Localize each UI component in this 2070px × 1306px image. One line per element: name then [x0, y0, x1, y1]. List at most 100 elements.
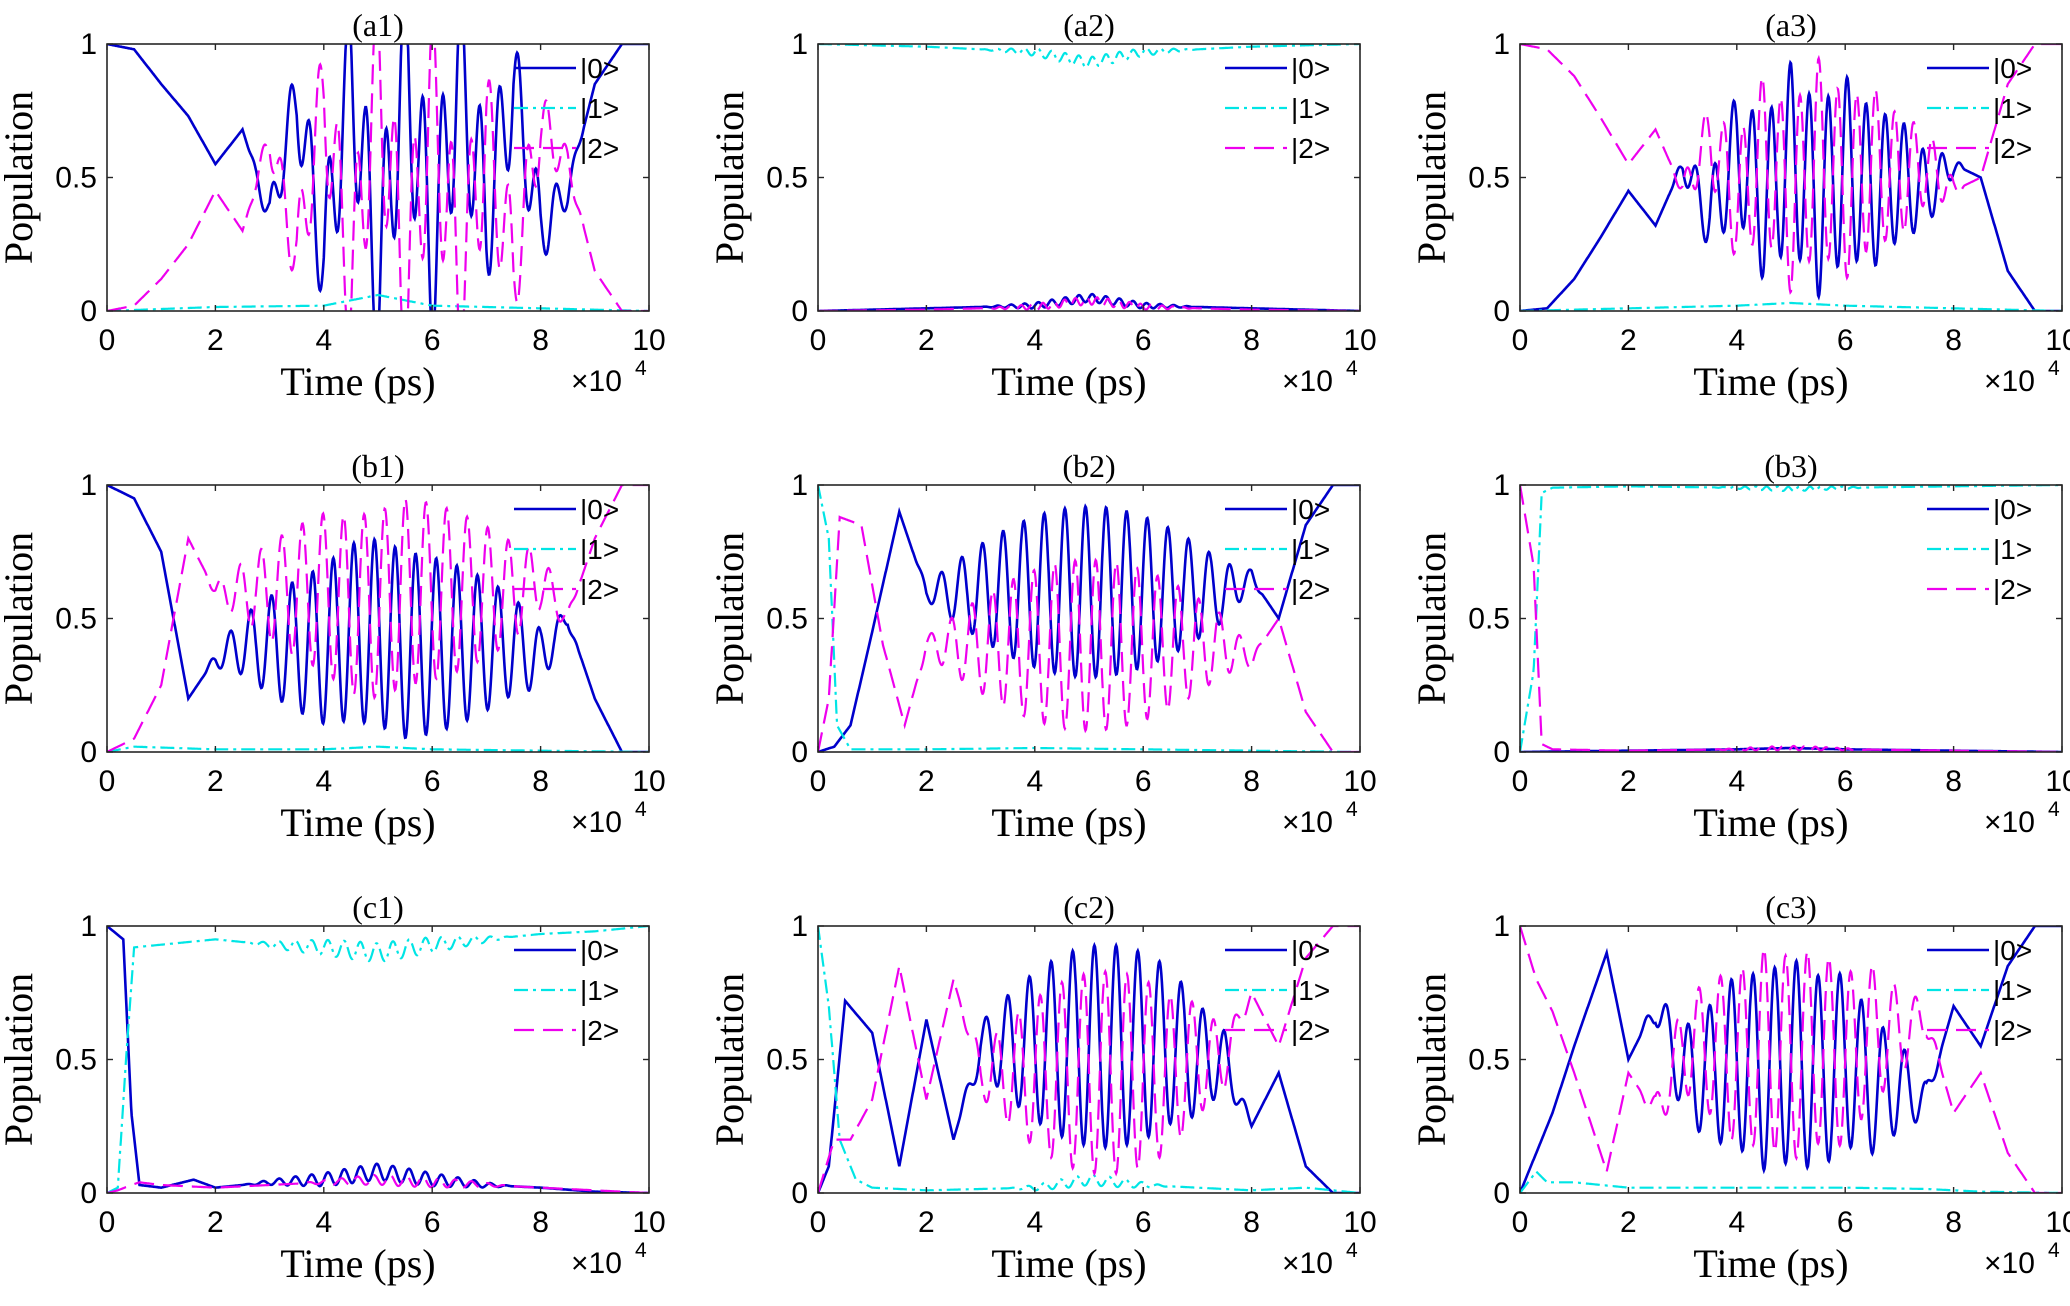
legend-label: |2>	[1291, 1015, 1330, 1046]
legend-label: |1>	[1291, 975, 1330, 1006]
series-line-1	[1520, 1169, 2062, 1193]
x-tick-label: 10	[632, 765, 665, 798]
y-tick-label: 0	[80, 736, 97, 769]
x-tick-label: 6	[1837, 1206, 1854, 1239]
x-multiplier-exponent: 4	[1346, 1239, 1358, 1262]
x-tick-label: 6	[424, 1206, 441, 1239]
panel-title: (b3)	[1764, 448, 1817, 484]
x-tick-label: 8	[532, 1206, 549, 1239]
legend-label: |0>	[1291, 494, 1330, 525]
series-line-1	[1520, 485, 2062, 752]
series-group	[107, 44, 649, 311]
legend: |0> |1> |2>	[1225, 53, 1330, 164]
x-tick-label: 8	[1243, 324, 1260, 357]
panel-title: (c3)	[1765, 889, 1817, 925]
x-tick-label: 6	[1135, 765, 1152, 798]
x-axis-label: Time (ps)	[280, 800, 435, 845]
series-line-0	[818, 485, 1360, 752]
x-multiplier-exponent: 4	[2048, 798, 2060, 821]
legend-label: |1>	[1993, 93, 2032, 124]
panel-a2: 0 2 4 6 8 10 0 0.5 1 (a2) Time (ps) ×10 4 Population |…	[707, 7, 1377, 404]
x-tick-label: 2	[207, 324, 224, 357]
legend-label: |0>	[1291, 53, 1330, 84]
y-tick-label: 0	[80, 295, 97, 328]
y-tick-label: 1	[80, 28, 97, 61]
y-tick-label: 0.5	[766, 1044, 808, 1077]
x-tick-label: 6	[1837, 765, 1854, 798]
y-tick-label: 0.5	[1468, 603, 1510, 636]
series-line-0	[818, 941, 1360, 1193]
x-tick-label: 2	[918, 324, 935, 357]
x-tick-label: 4	[1728, 765, 1745, 798]
series-line-2	[107, 44, 649, 311]
x-tick-label: 10	[632, 1206, 665, 1239]
x-axis-label: Time (ps)	[280, 1241, 435, 1286]
series-line-1	[107, 745, 649, 752]
legend-label: |1>	[580, 975, 619, 1006]
x-tick-label: 8	[1945, 1206, 1962, 1239]
legend-label: |2>	[1993, 574, 2032, 605]
legend-label: |2>	[1993, 1015, 2032, 1046]
legend-label: |1>	[1993, 975, 2032, 1006]
panel-b2: 0 2 4 6 8 10 0 0.5 1 (b2) Time (ps) ×10 4 Population |…	[707, 448, 1377, 845]
x-tick-label: 0	[1512, 324, 1529, 357]
panel-title: (a1)	[352, 7, 404, 43]
series-line-1	[107, 926, 649, 1193]
y-tick-label: 0	[1493, 736, 1510, 769]
x-axis-label: Time (ps)	[280, 359, 435, 404]
x-tick-label: 6	[1837, 324, 1854, 357]
x-tick-label: 2	[1620, 765, 1637, 798]
series-line-1	[818, 926, 1360, 1193]
x-multiplier-label: ×10	[1984, 806, 2035, 839]
panel-a3: 0 2 4 6 8 10 0 0.5 1 (a3) Time (ps) ×10 4 Population |…	[1409, 7, 2070, 404]
legend: |0> |1> |2>	[1927, 494, 2032, 605]
y-axis-label: Population	[0, 91, 41, 264]
y-tick-label: 1	[1493, 28, 1510, 61]
legend-label: |0>	[580, 53, 619, 84]
x-tick-label: 0	[99, 1206, 116, 1239]
x-tick-label: 2	[1620, 1206, 1637, 1239]
series-group	[818, 485, 1360, 752]
x-multiplier-label: ×10	[1984, 365, 2035, 398]
legend-label: |1>	[1291, 534, 1330, 565]
series-group	[1520, 926, 2062, 1193]
panel-title: (a3)	[1765, 7, 1817, 43]
y-axis-label: Population	[1409, 532, 1454, 705]
x-multiplier-exponent: 4	[635, 357, 647, 380]
series-line-2	[818, 295, 1360, 311]
legend-label: |1>	[580, 534, 619, 565]
series-line-2	[818, 926, 1360, 1193]
y-tick-label: 0	[791, 1177, 808, 1210]
x-tick-label: 10	[1343, 765, 1376, 798]
x-tick-label: 2	[1620, 324, 1637, 357]
plot-area	[818, 44, 1360, 311]
series-group	[1520, 485, 2062, 752]
x-multiplier-exponent: 4	[1346, 798, 1358, 821]
x-axis-label: Time (ps)	[1693, 1241, 1848, 1286]
series-line-2	[107, 1173, 649, 1193]
panel-title: (b2)	[1062, 448, 1115, 484]
series-line-2	[1520, 485, 2062, 752]
plot-area	[107, 926, 649, 1193]
x-tick-label: 4	[1026, 324, 1043, 357]
x-multiplier-label: ×10	[571, 365, 622, 398]
x-tick-label: 10	[2045, 324, 2070, 357]
legend: |0> |1> |2>	[1225, 494, 1330, 605]
x-tick-label: 4	[1728, 1206, 1745, 1239]
x-multiplier-exponent: 4	[1346, 357, 1358, 380]
legend-label: |0>	[580, 494, 619, 525]
legend-label: |2>	[1291, 133, 1330, 164]
legend: |0> |1> |2>	[1225, 935, 1330, 1046]
x-tick-label: 2	[207, 765, 224, 798]
x-tick-label: 0	[99, 765, 116, 798]
panel-title: (c1)	[352, 889, 404, 925]
legend-label: |0>	[1291, 935, 1330, 966]
x-tick-label: 4	[1728, 324, 1745, 357]
series-line-1	[1520, 301, 2062, 311]
x-tick-label: 2	[918, 765, 935, 798]
x-multiplier-label: ×10	[571, 806, 622, 839]
series-line-1	[818, 485, 1360, 752]
x-multiplier-exponent: 4	[2048, 1239, 2060, 1262]
y-tick-label: 1	[791, 469, 808, 502]
y-tick-label: 0.5	[55, 162, 97, 195]
